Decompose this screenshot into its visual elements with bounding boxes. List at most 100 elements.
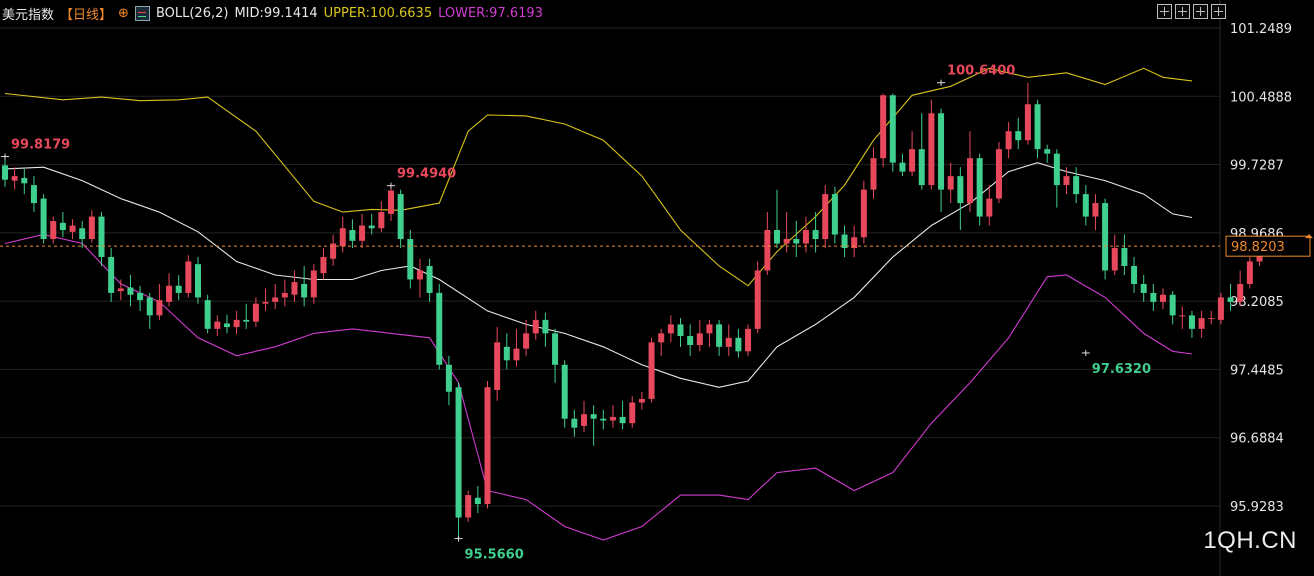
- y-tick-label: 101.2489: [1230, 22, 1292, 37]
- candle-body: [822, 194, 829, 240]
- candle: [301, 265, 308, 307]
- current-price-label: 98.8203: [1231, 240, 1285, 255]
- candle: [899, 153, 906, 177]
- candle: [166, 273, 173, 307]
- candle-body: [745, 328, 752, 352]
- candle-body: [88, 216, 95, 240]
- candle: [802, 216, 809, 253]
- candle: [368, 213, 375, 235]
- candle: [156, 283, 163, 320]
- candle-body: [416, 270, 423, 280]
- candle: [571, 409, 578, 437]
- layout-icon[interactable]: [1175, 4, 1190, 19]
- candle: [30, 176, 37, 213]
- candle-body: [802, 230, 809, 244]
- candle: [426, 258, 433, 302]
- overlay: 98.8203 99.8179 99.4940 95.5660 100.6400 97.6…: [0, 64, 1313, 563]
- candle-body: [214, 321, 221, 329]
- candle: [638, 391, 645, 410]
- candle-body: [793, 239, 800, 244]
- candles: [2, 82, 1263, 539]
- candle: [658, 328, 665, 356]
- add-indicator-icon[interactable]: ⊕: [118, 6, 129, 21]
- boll-indicator-icon[interactable]: [134, 6, 150, 21]
- candle: [880, 93, 887, 168]
- candle: [629, 396, 636, 428]
- candle-body: [1121, 248, 1128, 266]
- candle: [79, 221, 86, 249]
- candle-body: [388, 190, 394, 214]
- candle: [967, 131, 973, 213]
- candle-body: [1198, 318, 1205, 329]
- y-axis: 101.2489100.488899.728798.968698.208597.…: [1230, 22, 1292, 515]
- candle: [117, 279, 124, 301]
- candle: [436, 283, 443, 370]
- candle-body: [204, 300, 211, 329]
- candle: [465, 490, 472, 523]
- candle: [388, 186, 394, 222]
- candle-body: [146, 297, 153, 316]
- y-tick-label: 95.9283: [1230, 500, 1284, 515]
- candle: [1179, 306, 1186, 329]
- indicator-name[interactable]: BOLL(26,2): [155, 6, 229, 21]
- candle: [532, 310, 539, 340]
- candle-body: [590, 414, 597, 419]
- candle: [860, 180, 867, 244]
- candle: [648, 337, 655, 403]
- fullscreen-icon[interactable]: [1211, 4, 1226, 19]
- candle: [503, 333, 510, 370]
- candle: [774, 189, 780, 249]
- candle: [185, 255, 192, 298]
- candle: [416, 258, 423, 298]
- candle-body: [1053, 153, 1060, 186]
- candle-body: [957, 176, 964, 204]
- candle: [1140, 274, 1147, 302]
- candle: [281, 279, 288, 307]
- candle-body: [1246, 261, 1253, 284]
- candle-body: [359, 225, 366, 241]
- candle-body: [774, 230, 780, 244]
- candle: [349, 219, 356, 249]
- candle-body: [1160, 294, 1166, 302]
- candle: [214, 315, 221, 337]
- candle-body: [98, 216, 105, 257]
- split-icon[interactable]: [1193, 4, 1208, 19]
- period-selector[interactable]: 【日线】: [60, 8, 113, 23]
- annotation-label: 99.4940: [397, 167, 456, 182]
- candle-body: [426, 265, 433, 293]
- annotation-label: 97.6320: [1092, 362, 1151, 377]
- candle-body: [513, 348, 520, 361]
- boll-mid-value: MID:99.1414: [234, 6, 318, 21]
- candle: [339, 216, 346, 253]
- candle: [1188, 310, 1195, 338]
- annotation-label: 99.8179: [11, 138, 70, 153]
- candle: [1015, 117, 1022, 150]
- candle: [513, 328, 520, 367]
- candle: [127, 274, 134, 307]
- candle-body: [69, 225, 76, 232]
- candle-body: [349, 230, 356, 241]
- candle-body: [1092, 203, 1099, 217]
- candle-body: [1150, 292, 1157, 302]
- candle: [359, 213, 366, 249]
- boll-upper-line: [4, 67, 1193, 287]
- candle: [841, 225, 848, 257]
- candle: [725, 324, 732, 356]
- candle: [561, 360, 568, 428]
- candle: [204, 294, 211, 334]
- candle: [523, 319, 530, 356]
- crosshair-icon[interactable]: [1157, 4, 1172, 19]
- watermark: 1QH.CN: [1203, 527, 1297, 554]
- candle: [1131, 256, 1138, 293]
- extreme-annotation: 95.5660: [454, 535, 524, 563]
- candle: [272, 283, 279, 310]
- candle-body: [1073, 176, 1080, 195]
- candle-body: [252, 303, 259, 322]
- candle: [137, 285, 144, 311]
- candle: [175, 274, 182, 301]
- candle: [98, 212, 105, 266]
- candle: [474, 486, 481, 514]
- candle-body: [638, 398, 645, 403]
- candle-body: [860, 189, 867, 238]
- candle-body: [783, 239, 790, 244]
